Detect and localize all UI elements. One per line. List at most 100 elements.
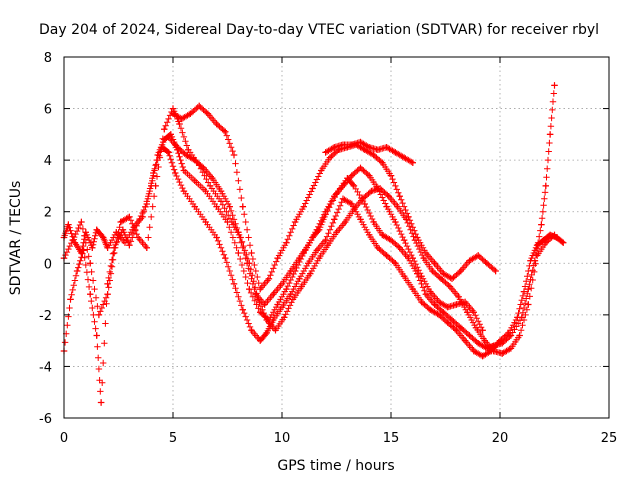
data-point: [374, 146, 382, 153]
data-point: [405, 213, 412, 221]
data-point: [379, 159, 386, 166]
data-point: [278, 303, 286, 311]
data-point: [313, 226, 321, 233]
data-point: [418, 298, 425, 306]
data-point: [461, 337, 469, 344]
data-point: [505, 329, 512, 337]
data-point: [374, 244, 382, 251]
data-point: [217, 187, 225, 195]
series-track-f: [322, 138, 416, 166]
data-point: [422, 291, 430, 298]
data-point: [366, 172, 373, 179]
data-point: [324, 242, 331, 249]
plot-frame: [63, 56, 610, 419]
data-point: [533, 252, 541, 259]
data-point: [178, 115, 185, 123]
data-point: [65, 221, 72, 228]
data-point: [387, 172, 395, 179]
data-point: [152, 182, 159, 190]
data-point: [278, 280, 286, 288]
x-tick-label: 20: [492, 431, 509, 446]
data-point: [350, 182, 358, 190]
data-point: [134, 218, 142, 226]
data-point: [165, 149, 172, 156]
data-point: [222, 128, 229, 135]
data-point: [315, 254, 323, 262]
data-point: [533, 242, 541, 249]
x-tick-label: 0: [60, 431, 68, 446]
y-tick-label: 0: [44, 257, 52, 272]
data-point: [420, 254, 427, 262]
data-point: [265, 275, 273, 282]
data-point: [339, 182, 347, 190]
y-tick-label: 6: [44, 103, 52, 118]
y-tick-label: -2: [39, 309, 52, 324]
data-point: [172, 169, 179, 177]
data-point: [95, 311, 103, 319]
data-point: [470, 309, 477, 316]
y-tick-label: -4: [39, 360, 52, 375]
data-point: [359, 195, 366, 202]
data-point: [475, 252, 482, 259]
data-point: [385, 193, 392, 200]
data-point: [366, 144, 373, 151]
data-point: [466, 332, 473, 339]
data-point: [209, 175, 216, 182]
data-point: [446, 283, 454, 290]
data-point: [370, 218, 377, 226]
data-point: [387, 236, 395, 244]
y-tick-label: 2: [44, 206, 52, 221]
data-point: [427, 306, 434, 313]
data-point: [73, 267, 81, 275]
data-point: [305, 260, 312, 267]
data-point: [453, 301, 460, 308]
data-point: [479, 352, 486, 360]
data-point: [440, 270, 447, 277]
data-point: [291, 218, 299, 226]
data-point: [483, 260, 491, 267]
data-point: [93, 226, 100, 233]
data-point: [69, 236, 76, 244]
data-point: [248, 249, 255, 257]
series-trace: [60, 105, 558, 357]
data-point: [248, 327, 255, 334]
data-point: [191, 177, 198, 184]
data-point: [429, 267, 436, 275]
data-point: [394, 203, 401, 210]
y-axis-label: SDTVAR / TECUs: [8, 181, 24, 296]
data-point: [440, 309, 447, 316]
data-point: [263, 316, 270, 324]
data-point: [464, 309, 471, 316]
data-point: [80, 247, 87, 254]
data-point: [542, 239, 549, 246]
data-point: [289, 296, 297, 303]
data-point: [414, 234, 421, 241]
data-point: [457, 324, 464, 331]
data-point: [560, 239, 567, 246]
data-point: [296, 275, 303, 282]
data-point: [400, 154, 408, 161]
data-point: [143, 244, 150, 251]
data-point: [383, 252, 390, 259]
data-point: [453, 327, 460, 334]
data-point: [475, 340, 482, 347]
data-point: [507, 345, 515, 352]
data-point: [392, 218, 399, 226]
data-point: [67, 296, 74, 303]
data-point: [206, 182, 214, 190]
data-point: [448, 316, 456, 324]
data-point: [370, 151, 377, 159]
data-point: [435, 298, 443, 306]
data-point: [263, 329, 270, 337]
data-point: [104, 244, 111, 251]
data-point: [119, 226, 127, 233]
data-point: [392, 149, 399, 156]
x-tick-label: 25: [601, 431, 618, 446]
data-point: [261, 301, 268, 308]
data-point: [226, 203, 233, 210]
data-point: [180, 187, 188, 195]
data-point: [272, 327, 279, 334]
data-point: [379, 231, 386, 239]
data-point: [287, 291, 294, 298]
data-point: [169, 110, 177, 117]
